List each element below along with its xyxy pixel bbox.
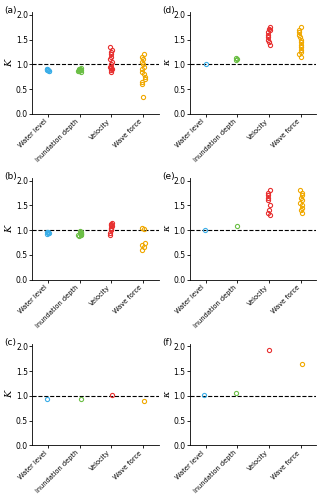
Y-axis label: K: K [5, 60, 14, 67]
Text: (b): (b) [5, 172, 17, 181]
Text: (d): (d) [162, 6, 175, 16]
Text: (f): (f) [162, 338, 172, 346]
Text: (a): (a) [5, 6, 17, 16]
Y-axis label: K: K [5, 226, 14, 232]
Y-axis label: K: K [5, 391, 14, 398]
Text: (c): (c) [5, 338, 16, 346]
Text: (e): (e) [162, 172, 175, 181]
Y-axis label: κ: κ [163, 60, 172, 66]
Y-axis label: κ: κ [163, 226, 172, 232]
Y-axis label: κ: κ [163, 392, 172, 398]
